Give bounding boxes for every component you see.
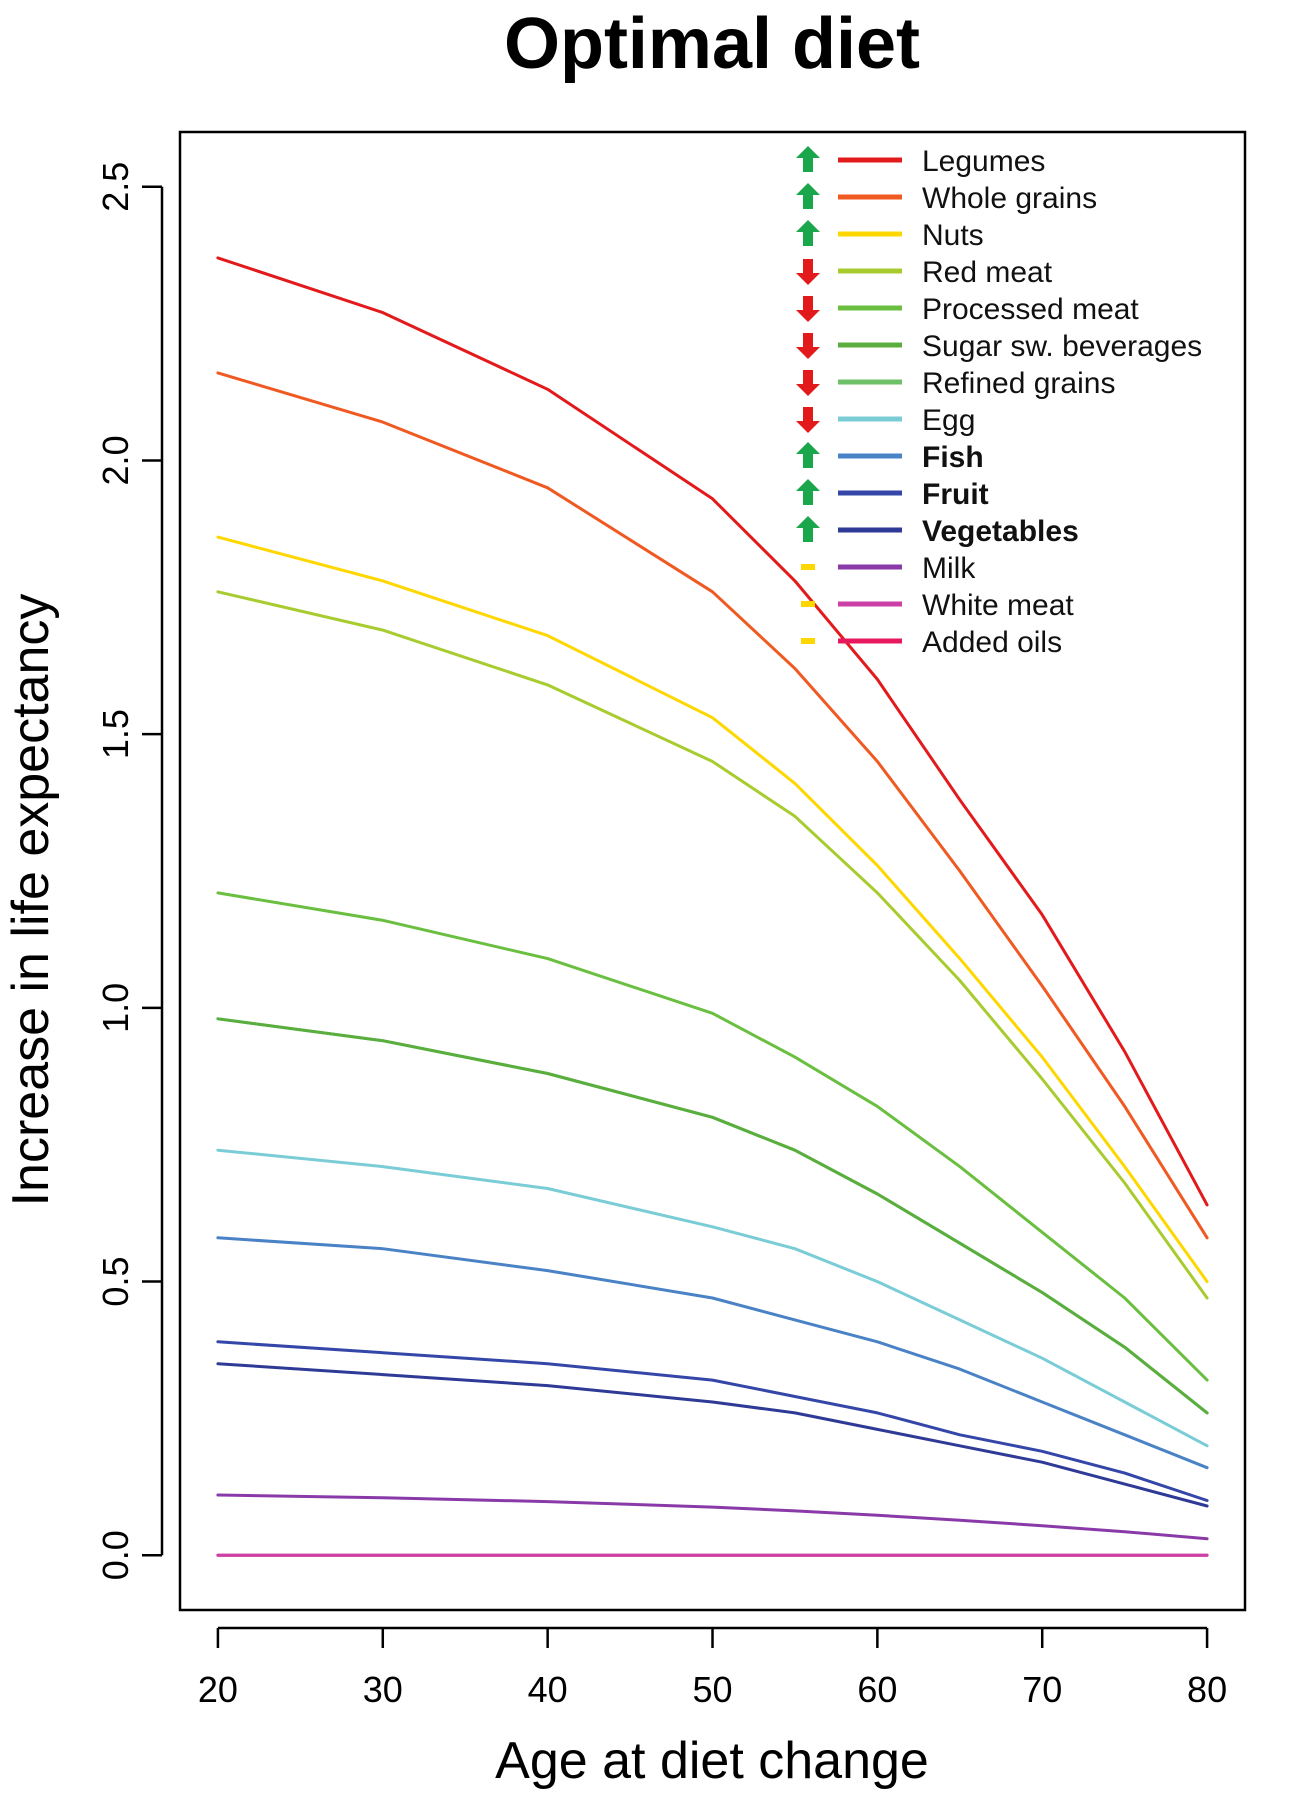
series-line-milk: [216, 1493, 1209, 1541]
up-arrow-icon: [796, 146, 820, 172]
series-line-fruit: [216, 1340, 1209, 1502]
legend: Legumes Whole grains Nuts Red meat Processed…: [796, 145, 1202, 659]
down-arrow-icon: [796, 259, 820, 285]
down-arrow-icon: [796, 296, 820, 322]
x-tick-label: 70: [1022, 1669, 1062, 1710]
down-arrow-icon: [796, 333, 820, 359]
y-axis: 0.0 0.5 1.0 1.5 2.0 2.5: [95, 162, 164, 1580]
legend-label: Sugar sw. beverages: [922, 330, 1202, 363]
series-line-vegetables: [216, 1362, 1209, 1508]
y-tick-label: 1.0: [95, 983, 136, 1033]
neutral-dash-icon: [801, 638, 815, 644]
x-tick-label: 80: [1187, 1669, 1227, 1710]
x-tick-label: 30: [363, 1669, 403, 1710]
down-arrow-icon: [796, 370, 820, 396]
up-arrow-icon: [796, 516, 820, 542]
legend-label: Refined grains: [922, 367, 1115, 400]
y-tick-label: 0.5: [95, 1257, 136, 1307]
legend-label: Milk: [922, 552, 976, 585]
series-line-nuts: [216, 535, 1209, 1284]
series-line-whole-grains: [216, 371, 1209, 1240]
series-line-red-meat: [216, 590, 1209, 1300]
x-tick-label: 40: [528, 1669, 568, 1710]
legend-label: Fish: [922, 441, 984, 474]
chart-title: Optimal diet: [504, 4, 920, 84]
legend-label: Fruit: [922, 478, 989, 511]
up-arrow-icon: [796, 442, 820, 468]
up-arrow-icon: [796, 479, 820, 505]
x-tick-label: 60: [857, 1669, 897, 1710]
legend-label: Added oils: [922, 626, 1062, 659]
x-tick-label: 50: [692, 1669, 732, 1710]
y-tick-label: 2.5: [95, 162, 136, 212]
plot-lines: [216, 256, 1209, 1557]
y-axis-label: Increase in life expectancy: [2, 594, 60, 1207]
legend-label: Whole grains: [922, 182, 1097, 215]
series-line-egg: [216, 1148, 1209, 1448]
series-line-processed-meat: [216, 891, 1209, 1382]
plot-frame: [178, 130, 1247, 1612]
legend-label: Egg: [922, 404, 975, 437]
series-line-fish: [216, 1236, 1209, 1470]
legend-label: Red meat: [922, 256, 1053, 289]
up-arrow-icon: [796, 183, 820, 209]
legend-label: Processed meat: [922, 293, 1139, 326]
up-arrow-icon: [796, 220, 820, 246]
series-line-legumes: [216, 256, 1209, 1207]
y-tick-label: 0.0: [95, 1530, 136, 1580]
legend-label: Legumes: [922, 145, 1045, 178]
series-line-sugar-sw-beverages: [216, 1017, 1209, 1415]
y-tick-label: 1.5: [95, 709, 136, 759]
x-axis-label: Age at diet change: [495, 1732, 929, 1790]
legend-label: Vegetables: [922, 515, 1079, 548]
legend-label: White meat: [922, 589, 1074, 622]
legend-label: Nuts: [922, 219, 984, 252]
x-axis: 20 30 40 50 60 70 80: [198, 1626, 1227, 1710]
x-tick-label: 20: [198, 1669, 238, 1710]
down-arrow-icon: [796, 407, 820, 433]
y-tick-label: 2.0: [95, 435, 136, 485]
neutral-dash-icon: [801, 564, 815, 570]
neutral-dash-icon: [801, 601, 815, 607]
